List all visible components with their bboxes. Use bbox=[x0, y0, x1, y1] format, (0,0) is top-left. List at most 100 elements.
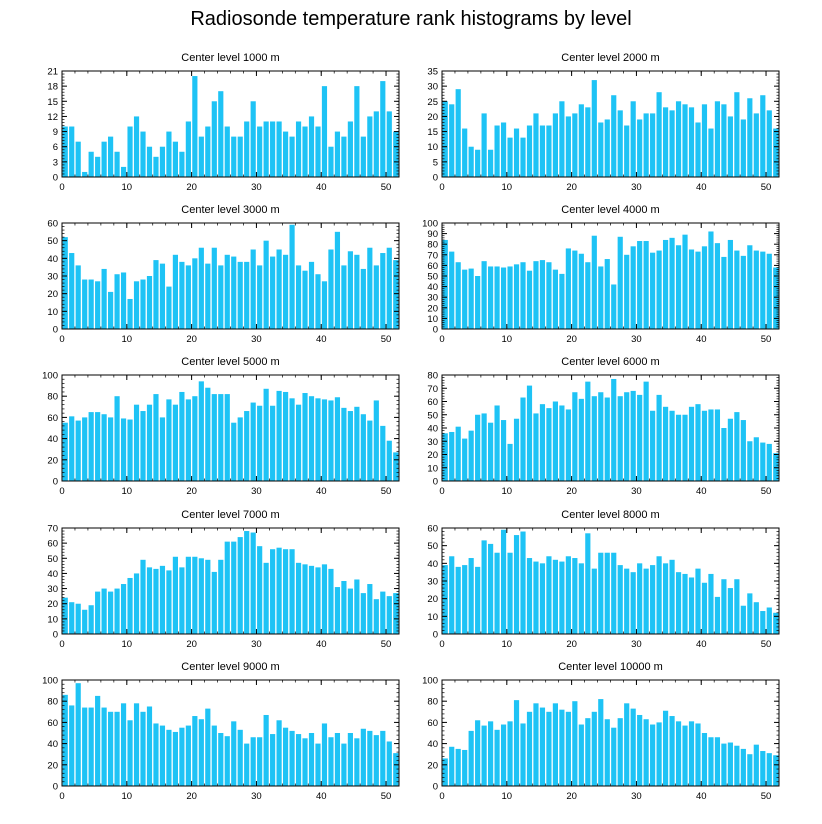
bar bbox=[380, 730, 386, 786]
bar bbox=[637, 563, 643, 634]
bar bbox=[533, 413, 539, 481]
y-tick-label: 60 bbox=[47, 413, 58, 424]
bar bbox=[507, 266, 513, 329]
bar bbox=[494, 266, 500, 329]
bar bbox=[386, 111, 392, 177]
bar bbox=[367, 247, 373, 329]
bar bbox=[481, 261, 487, 329]
panel-5: Center level 5000 m 0 20 40 60 80 100 0 10 20 30 40… bbox=[42, 356, 400, 497]
panel-title: Center level 3000 m bbox=[181, 204, 279, 216]
bar bbox=[367, 730, 373, 786]
y-tick-label: 20 bbox=[47, 760, 58, 771]
bar bbox=[656, 92, 662, 177]
bar bbox=[159, 417, 166, 481]
bar bbox=[347, 411, 353, 481]
bar bbox=[740, 748, 746, 786]
bar bbox=[341, 407, 347, 481]
bar bbox=[682, 414, 688, 481]
bar bbox=[393, 131, 399, 177]
x-tick-label: 50 bbox=[761, 486, 772, 497]
y-tick-label: 40 bbox=[47, 739, 58, 750]
bar bbox=[462, 128, 468, 177]
bar bbox=[211, 394, 217, 481]
bar bbox=[295, 562, 302, 634]
bar bbox=[559, 101, 565, 177]
bar bbox=[598, 552, 604, 634]
bar bbox=[308, 565, 315, 634]
bar bbox=[133, 404, 140, 481]
bar bbox=[546, 262, 552, 329]
bar bbox=[295, 121, 302, 177]
bar bbox=[682, 725, 688, 786]
bar bbox=[295, 404, 302, 481]
bar bbox=[714, 243, 721, 329]
bar bbox=[740, 420, 746, 481]
bar bbox=[263, 562, 269, 634]
bar bbox=[630, 246, 636, 329]
x-tick-label: 10 bbox=[502, 182, 513, 193]
bar bbox=[276, 249, 282, 329]
bar bbox=[237, 417, 243, 481]
bar bbox=[688, 249, 695, 329]
bar bbox=[140, 411, 146, 481]
x-tick-label: 0 bbox=[59, 639, 64, 650]
bar bbox=[701, 104, 708, 177]
bar bbox=[559, 273, 565, 329]
bar bbox=[263, 388, 269, 481]
bar bbox=[630, 572, 636, 634]
bar bbox=[360, 593, 366, 634]
bar bbox=[133, 281, 140, 329]
bar bbox=[373, 400, 379, 481]
bar bbox=[302, 393, 308, 481]
bar bbox=[380, 253, 386, 329]
bar bbox=[695, 404, 701, 481]
bar bbox=[773, 128, 779, 177]
bar bbox=[146, 276, 153, 329]
bar bbox=[539, 707, 546, 786]
x-tick-label: 50 bbox=[381, 791, 392, 802]
bar bbox=[347, 121, 353, 177]
bar bbox=[578, 563, 584, 634]
bar bbox=[114, 711, 120, 786]
bar bbox=[127, 720, 133, 786]
bar bbox=[315, 567, 321, 634]
bar bbox=[695, 723, 701, 786]
bar bbox=[263, 240, 269, 329]
bar bbox=[166, 729, 172, 786]
bar bbox=[753, 744, 759, 786]
y-tick-label: 18 bbox=[47, 82, 58, 93]
bar bbox=[449, 556, 455, 634]
bar bbox=[108, 291, 114, 329]
bar bbox=[185, 556, 191, 634]
bar bbox=[578, 104, 584, 177]
bar bbox=[494, 729, 500, 786]
bar bbox=[468, 430, 474, 481]
x-tick-label: 0 bbox=[59, 182, 64, 193]
bar bbox=[153, 723, 159, 786]
x-tick-label: 30 bbox=[251, 791, 262, 802]
bar bbox=[585, 262, 591, 329]
bar bbox=[462, 749, 468, 786]
panel-6: Center level 6000 m 0 10 20 30 40 50 60 70 80 0 10 2… bbox=[427, 356, 780, 497]
x-tick-label: 50 bbox=[761, 334, 772, 345]
x-tick-label: 10 bbox=[122, 486, 133, 497]
x-tick-label: 50 bbox=[381, 639, 392, 650]
bar bbox=[611, 95, 617, 177]
bar bbox=[172, 141, 178, 177]
bar bbox=[740, 255, 746, 329]
bar bbox=[393, 260, 399, 329]
bar bbox=[237, 136, 243, 177]
bar bbox=[69, 416, 75, 481]
bar bbox=[773, 612, 779, 634]
y-tick-label: 30 bbox=[427, 577, 438, 588]
bar bbox=[244, 261, 250, 329]
x-tick-label: 0 bbox=[439, 486, 444, 497]
bar bbox=[62, 694, 68, 786]
bar bbox=[393, 593, 399, 634]
x-tick-label: 0 bbox=[59, 486, 64, 497]
y-tick-label: 100 bbox=[422, 219, 438, 230]
bar bbox=[341, 743, 347, 786]
bar bbox=[153, 156, 159, 177]
bar bbox=[604, 552, 610, 634]
bar bbox=[101, 588, 107, 634]
